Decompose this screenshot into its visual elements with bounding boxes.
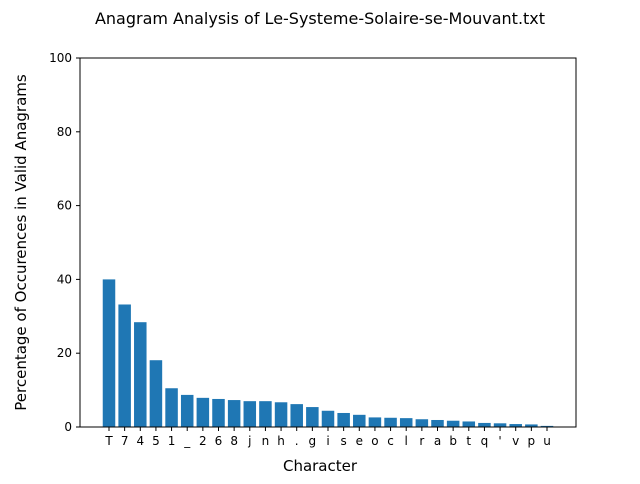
y-tick-label-4: 80	[57, 125, 72, 139]
x-tick-label-23: t	[466, 434, 471, 448]
bar-7	[212, 398, 225, 427]
bar-28	[540, 425, 554, 427]
bar-0	[102, 279, 116, 427]
x-tick-label-12: .	[295, 434, 299, 448]
bar-25	[493, 423, 507, 427]
x-axis: T 7 4 5 1 _ 2 6 8 j n h. g i s e o c l r a b t q ' v p u	[104, 427, 551, 448]
x-tick-label-15: s	[341, 434, 347, 448]
bar-11	[274, 402, 288, 427]
bar-15	[337, 412, 350, 427]
x-tick-label-4: 1	[168, 434, 176, 448]
bar-9	[243, 401, 257, 427]
y-tick-label-3: 60	[57, 199, 72, 213]
bar-20	[415, 419, 429, 427]
x-tick-label-14: i	[326, 434, 329, 448]
bar-23	[462, 421, 476, 427]
x-tick-label-1: 7	[121, 434, 129, 448]
bar-2	[134, 322, 147, 427]
x-tick-label-24: q	[481, 434, 489, 448]
x-tick-label-17: o	[371, 434, 378, 448]
bar-14	[321, 410, 335, 427]
bar-3	[149, 360, 163, 427]
bar-12	[290, 404, 303, 427]
x-tick-label-18: c	[387, 434, 394, 448]
x-tick-label-25: '	[498, 434, 501, 448]
y-axis-label: Percentage of Occurences in Valid Anagra…	[12, 74, 30, 411]
bar-27	[525, 424, 538, 427]
bars-group	[102, 279, 554, 427]
x-tick-label-7: 6	[215, 434, 223, 448]
x-tick-label-8: 8	[230, 434, 238, 448]
bar-21	[431, 419, 444, 427]
x-tick-label-11: h	[277, 434, 285, 448]
bar-6	[196, 397, 210, 427]
bar-13	[306, 407, 319, 427]
x-tick-label-5: _	[183, 434, 191, 448]
y-tick-label-2: 40	[57, 272, 72, 286]
plot-frame	[79, 57, 577, 428]
x-tick-label-6: 2	[199, 434, 207, 448]
x-tick-label-20: r	[419, 434, 424, 448]
bar-26	[509, 424, 522, 427]
bar-24	[478, 422, 491, 427]
x-tick-label-22: b	[449, 434, 457, 448]
bar-1	[118, 304, 131, 427]
y-tick-label-5: 100	[49, 51, 72, 65]
chart-title: Anagram Analysis of Le-Systeme-Solaire-s…	[95, 9, 545, 28]
x-tick-label-19: l	[405, 434, 408, 448]
x-axis-label: Character	[283, 457, 358, 475]
bar-17	[368, 417, 382, 427]
y-axis: 0 20 40 60 80 100	[49, 51, 80, 434]
bar-18	[384, 417, 397, 427]
bar-8	[227, 400, 241, 427]
bar-22	[446, 420, 460, 427]
bar-16	[353, 414, 366, 427]
x-tick-label-28: u	[543, 434, 551, 448]
y-tick-label-0: 0	[64, 420, 72, 434]
x-tick-label-13: g	[309, 434, 317, 448]
bar-10	[259, 401, 272, 427]
x-tick-label-0: T	[104, 434, 113, 448]
x-tick-label-9: j	[247, 434, 251, 448]
x-tick-label-3: 5	[152, 434, 160, 448]
x-tick-label-26: v	[512, 434, 519, 448]
bar-19	[399, 418, 413, 427]
bar-5	[180, 394, 194, 427]
x-tick-label-27: p	[528, 434, 536, 448]
y-tick-label-1: 20	[57, 346, 72, 360]
x-tick-label-10: n	[262, 434, 270, 448]
x-tick-label-2: 4	[136, 434, 144, 448]
x-tick-label-16: e	[356, 434, 363, 448]
x-tick-label-21: a	[434, 434, 441, 448]
bar-4	[165, 388, 178, 427]
